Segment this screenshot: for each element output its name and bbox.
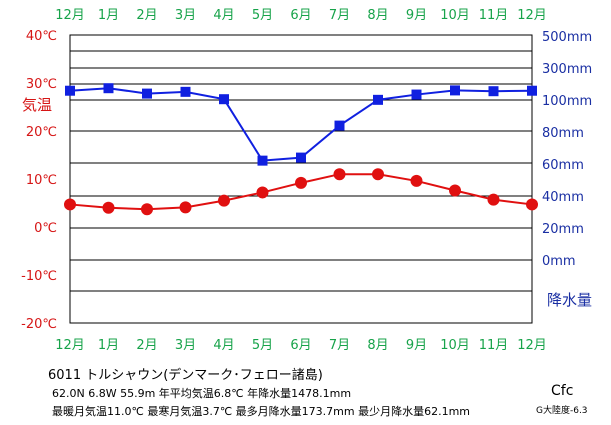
bottom-month-label: 12月: [517, 338, 547, 353]
precipitation-series: [65, 83, 537, 166]
precipitation-point: [219, 94, 229, 105]
month-labels: 12月 12月 1月 1月 2月 2月 3月 3月 4月 4月 5月 5月 6月 6月 7月 7月 8月 8月 9月…: [55, 8, 547, 353]
temperature-axis-label: 気温: [22, 96, 52, 114]
top-month-label: 11月: [479, 8, 509, 23]
precipitation-tick-label: 60mm: [542, 158, 584, 173]
precipitation-point: [527, 85, 537, 96]
top-month-label: 5月: [252, 8, 273, 23]
bottom-month-label: 8月: [367, 338, 388, 353]
top-month-label: 12月: [55, 8, 85, 23]
precipitation-line: [69, 87, 533, 162]
precipitation-tick-label: 0mm: [542, 254, 576, 269]
precipitation-point: [65, 85, 75, 96]
top-month-label: 9月: [406, 8, 427, 23]
temperature-point: [372, 168, 384, 181]
temperature-tick-label: -10℃: [21, 269, 57, 284]
temperature-tick-label: 20℃: [26, 125, 57, 140]
temperature-point: [487, 193, 500, 206]
climate-description: G大陸度-6.3: [536, 406, 588, 416]
temperature-point: [141, 203, 153, 216]
climate-code: Cfc: [551, 383, 574, 399]
precipitation-point: [411, 89, 422, 100]
bottom-month-label: 3月: [175, 338, 196, 353]
top-month-label: 10月: [440, 8, 470, 23]
temperature-tick-label: 0℃: [34, 221, 57, 236]
precipitation-point: [142, 88, 152, 99]
temperature-tick-label: -20℃: [21, 317, 57, 332]
bottom-month-label: 6月: [290, 338, 311, 353]
bottom-month-label: 2月: [136, 338, 157, 353]
temperature-point: [218, 194, 230, 207]
precipitation-tick-labels: 500mm 300mm 100mm 80mm 60mm 40mm 20mm 0mm: [542, 30, 592, 269]
top-month-label: 6月: [290, 8, 311, 23]
precipitation-axis-label: 降水量: [547, 291, 592, 309]
precipitation-tick-label: 300mm: [542, 62, 592, 77]
bottom-month-label: 11月: [479, 338, 509, 353]
temperature-point: [256, 186, 269, 199]
temperature-tick-label: 40℃: [26, 29, 57, 44]
bottom-month-label: 4月: [213, 338, 234, 353]
precipitation-tick-label: 80mm: [542, 126, 584, 141]
temperature-tick-label: 30℃: [26, 77, 57, 92]
chart-grid: [69, 34, 533, 324]
top-month-label: 3月: [175, 8, 196, 23]
precipitation-point: [296, 152, 306, 163]
bottom-month-label: 12月: [55, 338, 85, 353]
station-title: 6011 トルシャウン(デンマーク･フェロー諸島): [48, 368, 323, 383]
precipitation-point: [488, 86, 499, 97]
temperature-point: [179, 201, 192, 214]
bottom-month-label: 10月: [440, 338, 470, 353]
top-month-label: 4月: [213, 8, 234, 23]
precipitation-tick-label: 500mm: [542, 30, 592, 45]
precipitation-point: [373, 94, 383, 105]
precipitation-tick-label: 100mm: [542, 94, 592, 109]
bottom-month-label: 5月: [252, 338, 273, 353]
temperature-tick-labels: 40℃ 30℃ 20℃ 10℃ 0℃ -10℃ -20℃: [21, 29, 57, 332]
station-summary-line1: 62.0N 6.8W 55.9m 年平均気温6.8℃ 年降水量1478.1mm: [52, 387, 352, 400]
top-month-label: 12月: [517, 8, 547, 23]
bottom-month-label: 9月: [406, 338, 427, 353]
bottom-month-label: 7月: [329, 338, 350, 353]
top-month-label: 1月: [98, 8, 119, 23]
precipitation-point: [180, 86, 191, 97]
precipitation-point: [450, 85, 460, 96]
temperature-series: [64, 168, 538, 216]
top-month-label: 7月: [329, 8, 350, 23]
temperature-point: [526, 198, 538, 211]
precipitation-point: [334, 120, 345, 131]
temperature-tick-label: 10℃: [26, 173, 57, 188]
top-month-label: 2月: [136, 8, 157, 23]
plot-frame: [69, 34, 533, 324]
precipitation-point: [103, 83, 114, 94]
station-summary-line2: 最暖月気温11.0℃ 最寒月気温3.7℃ 最多月降水量173.7mm 最少月降水…: [52, 405, 471, 418]
temperature-point: [295, 176, 307, 189]
temperature-point: [64, 198, 76, 211]
temperature-point: [449, 184, 461, 197]
top-month-label: 8月: [367, 8, 388, 23]
bottom-month-label: 1月: [98, 338, 119, 353]
precipitation-tick-label: 40mm: [542, 190, 584, 205]
temperature-point: [410, 174, 423, 187]
precipitation-point: [257, 155, 268, 166]
precipitation-tick-label: 20mm: [542, 222, 584, 237]
temperature-point: [333, 168, 346, 181]
temperature-point: [102, 201, 115, 214]
